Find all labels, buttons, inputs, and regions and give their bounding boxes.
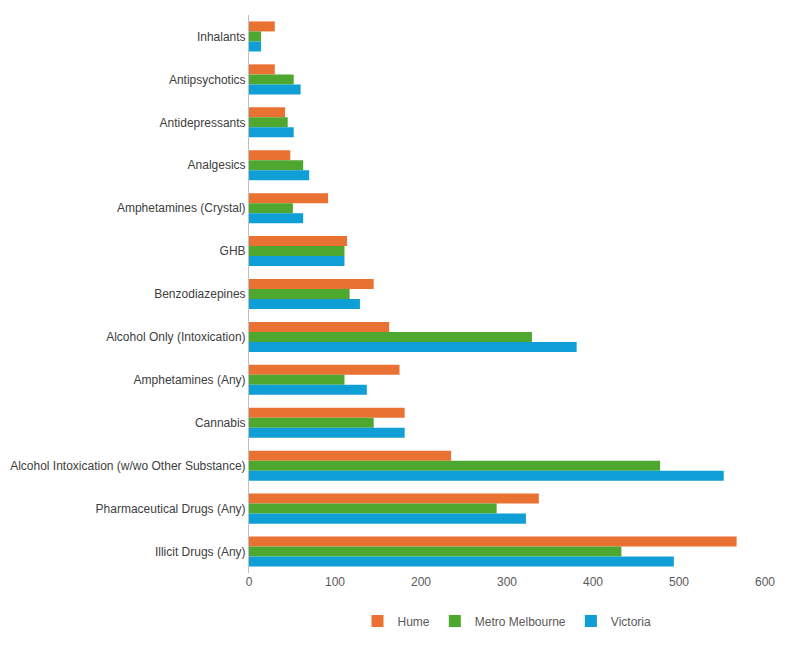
svg-text:Alcohol Only (Intoxication): Alcohol Only (Intoxication): [106, 330, 245, 344]
svg-text:GHB: GHB: [220, 244, 246, 258]
svg-text:Pharmaceutical Drugs (Any): Pharmaceutical Drugs (Any): [96, 502, 246, 516]
svg-text:Hume: Hume: [398, 615, 430, 629]
svg-text:Illicit Drugs (Any): Illicit Drugs (Any): [155, 545, 246, 559]
svg-text:Analgesics: Analgesics: [188, 158, 246, 172]
svg-text:Amphetamines (Crystal): Amphetamines (Crystal): [117, 201, 246, 215]
svg-text:100: 100: [325, 575, 345, 589]
svg-text:Alcohol Intoxication (w/wo Oth: Alcohol Intoxication (w/wo Other Substan…: [10, 459, 245, 473]
svg-text:Antipsychotics: Antipsychotics: [169, 73, 246, 87]
svg-text:Inhalants: Inhalants: [197, 30, 246, 44]
svg-text:200: 200: [411, 575, 431, 589]
svg-text:400: 400: [583, 575, 603, 589]
svg-text:300: 300: [497, 575, 517, 589]
svg-text:Metro Melbourne: Metro Melbourne: [475, 615, 566, 629]
svg-text:Amphetamines (Any): Amphetamines (Any): [134, 373, 246, 387]
svg-text:Benzodiazepines: Benzodiazepines: [154, 287, 245, 301]
svg-text:0: 0: [246, 575, 253, 589]
svg-text:Antidepressants: Antidepressants: [160, 116, 246, 130]
svg-text:Cannabis: Cannabis: [195, 416, 246, 430]
svg-text:600: 600: [755, 575, 775, 589]
svg-text:Victoria: Victoria: [611, 615, 651, 629]
svg-text:500: 500: [669, 575, 689, 589]
